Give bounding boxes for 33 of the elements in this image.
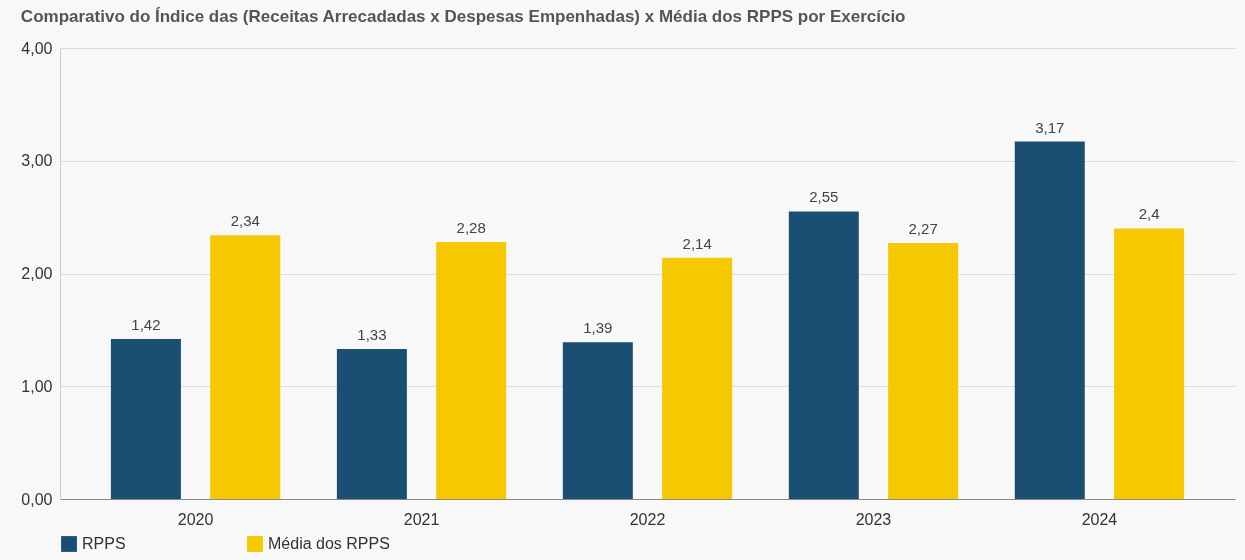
bar xyxy=(110,338,181,499)
x-tick-label: 2024 xyxy=(1081,510,1118,528)
data-label: 3,17 xyxy=(1035,118,1065,136)
y-tick-label: 3,00 xyxy=(21,152,53,170)
y-tick-label: 2,00 xyxy=(21,265,53,282)
bar xyxy=(662,257,733,499)
data-label: 1,39 xyxy=(583,319,613,337)
x-tick-label: 2023 xyxy=(855,510,892,528)
bar xyxy=(562,342,633,499)
y-tick-label: 0,00 xyxy=(21,490,53,508)
data-label: 2,28 xyxy=(456,218,486,236)
bar xyxy=(210,235,281,499)
y-tick-label: 4,00 xyxy=(21,39,53,57)
bar xyxy=(1114,228,1185,499)
x-tick-label: 2021 xyxy=(403,510,440,528)
x-tick-label: 2020 xyxy=(177,510,214,528)
bar xyxy=(336,349,407,499)
x-tick-label: 2022 xyxy=(629,510,666,528)
legend-label: RPPS xyxy=(82,535,126,552)
bar xyxy=(788,211,859,499)
y-tick-label: 1,00 xyxy=(21,377,53,395)
bar xyxy=(888,243,959,499)
legend-label: Média dos RPPS xyxy=(268,535,390,552)
data-label: 1,33 xyxy=(357,326,387,344)
data-label: 2,34 xyxy=(230,212,260,230)
chart-title: Comparativo do Índice das (Receitas Arrecadadas x Despesas Empenhadas) x Média dos RPPS por Exercício xyxy=(20,7,906,26)
data-label: 2,55 xyxy=(809,188,839,206)
data-label: 2,27 xyxy=(908,220,938,238)
data-label: 2,14 xyxy=(682,234,712,252)
data-label: 1,42 xyxy=(131,315,161,333)
bar xyxy=(436,241,507,499)
data-label: 2,4 xyxy=(1138,205,1160,223)
bar xyxy=(1014,141,1085,499)
